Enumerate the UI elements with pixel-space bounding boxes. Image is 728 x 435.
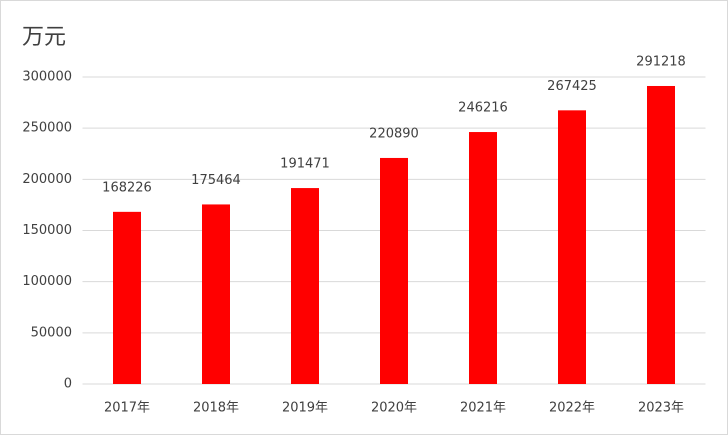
y-tick-label: 100000 xyxy=(22,274,72,289)
data-label: 191471 xyxy=(280,157,330,172)
data-label: 168226 xyxy=(102,180,152,195)
data-label: 267425 xyxy=(547,79,597,94)
data-label: 246216 xyxy=(458,101,508,116)
bar xyxy=(202,204,230,384)
data-label: 175464 xyxy=(191,173,241,188)
bar xyxy=(291,188,319,384)
bar xyxy=(113,211,141,384)
y-tick-label: 300000 xyxy=(22,70,72,85)
x-tick-label: 2022年 xyxy=(549,401,595,416)
data-label: 220890 xyxy=(369,126,419,141)
bar xyxy=(380,157,408,384)
y-tick-label: 0 xyxy=(64,377,72,392)
y-tick-label: 200000 xyxy=(22,172,72,187)
x-tick-label: 2019年 xyxy=(282,401,328,416)
bar xyxy=(558,110,586,384)
y-tick-label: 150000 xyxy=(22,223,72,238)
chart-title: 万元 xyxy=(22,25,66,50)
x-tick-label: 2017年 xyxy=(104,401,150,416)
y-tick-label: 50000 xyxy=(31,325,72,340)
y-tick-label: 250000 xyxy=(22,121,72,136)
x-tick-label: 2018年 xyxy=(193,401,239,416)
bar xyxy=(647,85,675,385)
data-label: 291218 xyxy=(636,54,686,69)
x-tick-label: 2023年 xyxy=(638,401,684,416)
bar xyxy=(469,132,497,384)
x-tick-label: 2021年 xyxy=(460,401,506,416)
x-tick-label: 2020年 xyxy=(371,401,417,416)
